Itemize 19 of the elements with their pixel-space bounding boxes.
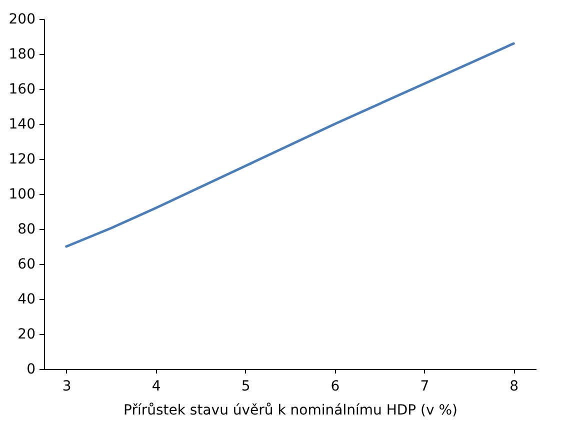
x-tick-label: 8 [510, 378, 519, 394]
y-tick-label: 80 [18, 222, 36, 238]
y-tick-label: 160 [8, 82, 36, 98]
x-tick-label: 6 [330, 378, 340, 394]
y-tick-label: 180 [8, 46, 36, 62]
y-tick-label: 0 [26, 362, 36, 378]
y-tick-label: 60 [18, 256, 36, 272]
y-tick-label: 200 [8, 12, 36, 28]
x-tick-label: 4 [152, 378, 161, 394]
y-tick-label: 140 [8, 116, 36, 132]
x-tick-label: 3 [62, 378, 72, 394]
y-tick-label: 100 [8, 186, 36, 202]
y-tick-label: 120 [8, 152, 36, 168]
x-tick-label: 5 [241, 378, 250, 394]
line-series [65, 42, 515, 248]
y-tick-label: 40 [18, 292, 36, 308]
x-axis-title: Přírůstek stavu úvěrů k nominálnímu HDP (v %) [124, 402, 458, 418]
x-tick-label: 7 [420, 378, 430, 394]
y-tick-label: 20 [18, 326, 36, 342]
